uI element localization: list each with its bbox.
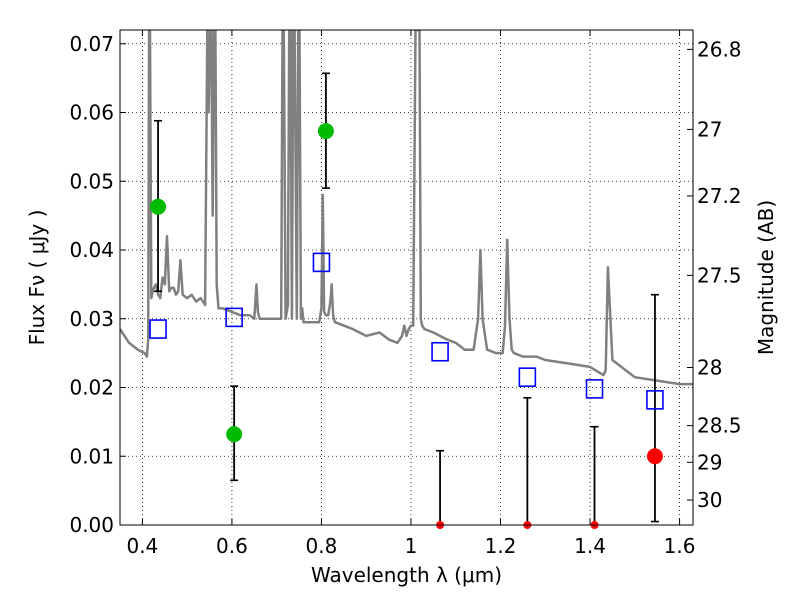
- y-axis-left: 0.00 0.01 0.02 0.03 0.04 0.05 0.06 0.07: [69, 32, 126, 537]
- right-tick-label: 28: [697, 356, 722, 380]
- model-point: [431, 341, 449, 362]
- x-tick-label: 0.6: [216, 534, 248, 558]
- right-tick-label: 29: [697, 450, 722, 474]
- y-tick-label: 0.04: [69, 238, 114, 262]
- right-tick-label: 30: [697, 488, 722, 512]
- marker-layer: [149, 123, 664, 529]
- detection-point: [226, 426, 243, 443]
- y-tick-label: 0.01: [69, 444, 114, 468]
- x-tick-label: 1.6: [664, 534, 696, 558]
- model-point: [585, 379, 604, 399]
- model-point: [225, 307, 243, 328]
- y-tick-label: 0.07: [69, 32, 114, 56]
- x-tick-label: 0.8: [306, 534, 338, 558]
- grid-lines: [120, 30, 693, 526]
- right-tick-label: 28.5: [697, 414, 742, 438]
- right-tick-label: 27: [697, 117, 722, 141]
- spectrum-line: [120, 30, 693, 386]
- x-tick-label: 0.4: [126, 534, 158, 558]
- plot-frame: [119, 29, 694, 526]
- spectrum-layer: [120, 30, 693, 386]
- x-axis-label: Wavelength λ (μm): [311, 563, 502, 587]
- upper-limit-point: [646, 448, 663, 465]
- y-tick-label: 0.02: [69, 376, 114, 400]
- right-axis-label: Magnitude (AB): [754, 200, 778, 355]
- y-tick-label: 0.06: [69, 101, 114, 125]
- model-point: [149, 319, 167, 339]
- right-tick-label: 27.5: [697, 263, 742, 287]
- right-tick-label: 27.2: [697, 184, 742, 208]
- x-tick-label: 1.2: [485, 534, 517, 558]
- y-tick-label: 0.03: [69, 307, 114, 331]
- y-tick-label: 0.05: [69, 169, 114, 193]
- y-axis-label: Flux Fν ( μJy ): [25, 210, 49, 346]
- x-tick-label: 1.4: [574, 534, 606, 558]
- x-tick-label: 1: [405, 534, 418, 558]
- y-tick-label: 0.00: [69, 513, 114, 537]
- detection-point: [317, 123, 334, 140]
- right-tick-label: 26.8: [697, 37, 742, 61]
- x-axis: 0.4 0.6 0.8 1 1.2 1.4 1.6: [126, 30, 695, 558]
- y-axis-right: 26.8 27 27.2 27.5 28 28.5 29 30: [687, 37, 742, 512]
- model-point: [312, 252, 331, 273]
- model-point: [518, 367, 537, 387]
- model-point: [646, 390, 664, 410]
- detection-point: [150, 198, 167, 215]
